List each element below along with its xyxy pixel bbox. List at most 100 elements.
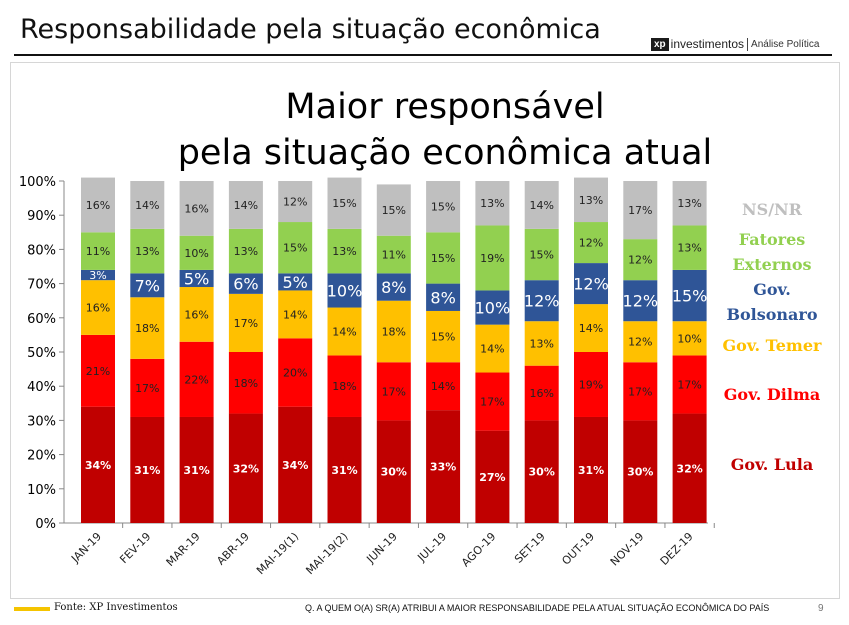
- data-label: 12%: [628, 254, 652, 267]
- data-label: 12%: [524, 292, 560, 311]
- page-title: Responsabilidade pela situação econômica: [20, 14, 601, 45]
- data-label: 31%: [134, 464, 160, 477]
- data-label: 5%: [283, 273, 308, 292]
- bar-segment: [179, 235, 214, 270]
- y-tick-label: 60%: [27, 312, 56, 327]
- data-label: 18%: [135, 322, 159, 335]
- data-label: 13%: [677, 197, 701, 210]
- data-label: 17%: [677, 378, 701, 391]
- bar-segment: [278, 338, 313, 407]
- data-label: 15%: [382, 204, 406, 217]
- bar-segment: [475, 225, 510, 291]
- bar-segment: [278, 273, 313, 291]
- data-label: 15%: [283, 242, 307, 255]
- bar-segment: [81, 232, 115, 270]
- bar-segment: [327, 355, 362, 417]
- data-label: 14%: [234, 199, 258, 212]
- data-label: 14%: [431, 380, 455, 393]
- data-label: 8%: [381, 278, 406, 297]
- bar-segment: [376, 420, 411, 523]
- bar-segment: [672, 413, 707, 523]
- data-label: 6%: [233, 275, 258, 294]
- data-label: 12%: [283, 196, 307, 209]
- data-label: 12%: [573, 275, 609, 294]
- legend-entry-line: Externos: [732, 255, 812, 274]
- bar-segment: [130, 228, 165, 274]
- y-tick-label: 90%: [27, 209, 56, 224]
- bar-segment: [81, 269, 115, 281]
- data-label: 10%: [475, 299, 511, 318]
- bar-segment: [475, 290, 510, 325]
- data-label: 31%: [578, 464, 604, 477]
- data-label: 19%: [579, 378, 603, 391]
- x-tick-label: JUL-19: [414, 530, 449, 565]
- bar-segment: [574, 416, 608, 523]
- data-label: 32%: [233, 462, 259, 475]
- data-label: 30%: [529, 466, 555, 479]
- bar-segment: [278, 181, 313, 223]
- bar-segment: [475, 324, 510, 373]
- data-label: 5%: [184, 269, 209, 288]
- chart-title-line2: pela situação econômica atual: [177, 133, 713, 173]
- x-tick-label: FEV-19: [117, 530, 153, 566]
- bar-segment: [179, 269, 214, 288]
- bar-segment: [130, 358, 165, 417]
- bar-segment: [524, 420, 559, 523]
- y-tick-label: 10%: [27, 483, 56, 498]
- bar-segment: [426, 232, 461, 284]
- x-tick-label: MAI-19(2): [303, 530, 350, 577]
- data-label: 14%: [135, 199, 159, 212]
- legend-entry: Gov. Dilma: [707, 382, 837, 407]
- footer-question: Q. A QUEM O(A) SR(A) ATRIBUI A MAIOR RES…: [305, 603, 770, 613]
- legend-entry: NS/NR: [707, 197, 837, 222]
- data-label: 13%: [234, 245, 258, 258]
- y-tick-label: 70%: [27, 278, 56, 293]
- bar-segment: [623, 321, 658, 363]
- logo-mark: xp: [651, 37, 669, 51]
- bar-segment: [81, 280, 115, 335]
- x-tick-label: DEZ-19: [658, 530, 696, 568]
- data-label: 22%: [184, 373, 208, 386]
- bar-segment: [426, 181, 461, 233]
- bar-segment: [130, 297, 165, 359]
- bar-segment: [623, 280, 658, 322]
- bar-segment: [574, 177, 608, 223]
- data-label: 13%: [529, 337, 553, 350]
- y-tick-label: 40%: [27, 380, 56, 395]
- data-label: 8%: [430, 288, 455, 307]
- data-label: 17%: [628, 385, 652, 398]
- bar-segment: [623, 181, 658, 240]
- data-label: 20%: [283, 367, 307, 380]
- data-label: 18%: [234, 377, 258, 390]
- bar-segment: [376, 184, 411, 236]
- x-tick-label: ABR-19: [214, 530, 252, 568]
- bar-segment: [623, 420, 658, 523]
- chart-title: Maior responsável pela situação econômic…: [150, 84, 740, 176]
- y-tick-label: 50%: [27, 346, 56, 361]
- bar-segment: [672, 225, 707, 270]
- data-label: 3%: [89, 269, 106, 282]
- data-label: 15%: [332, 197, 356, 210]
- bar-segment: [574, 352, 608, 417]
- data-label: 32%: [676, 462, 702, 475]
- bar-segment: [426, 362, 461, 411]
- bar-segment: [327, 273, 362, 308]
- bar-segment: [228, 352, 263, 414]
- data-label: 17%: [135, 382, 159, 395]
- data-label: 13%: [332, 245, 356, 258]
- data-label: 30%: [627, 466, 653, 479]
- data-label: 17%: [480, 396, 504, 409]
- data-label: 15%: [672, 287, 708, 306]
- data-label: 14%: [480, 343, 504, 356]
- legend-entry: Gov. Lula: [707, 452, 837, 477]
- data-label: 30%: [381, 466, 407, 479]
- y-tick-label: 100%: [19, 175, 56, 190]
- data-label: 14%: [579, 322, 603, 335]
- footer-source: Fonte: XP Investimentos: [54, 602, 178, 613]
- bar-segment: [179, 416, 214, 523]
- data-label: 14%: [529, 199, 553, 212]
- bar-segment: [672, 321, 707, 356]
- bar-segment: [327, 307, 362, 356]
- data-label: 16%: [529, 387, 553, 400]
- bar-segment: [327, 228, 362, 274]
